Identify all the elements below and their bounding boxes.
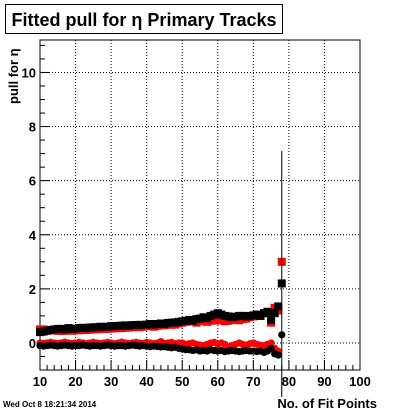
y-tick-label: 6: [29, 174, 36, 189]
y-tick-label: 4: [29, 228, 37, 243]
x-tick-label: 50: [175, 374, 189, 389]
data-point-square: [263, 307, 272, 316]
x-tick-label: 60: [211, 374, 225, 389]
data-layer: [36, 150, 286, 398]
plot-frame: [39, 39, 361, 371]
data-point-square: [267, 315, 276, 324]
x-tick-label: 90: [317, 374, 331, 389]
timestamp: Wed Oct 8 18:21:34 2014: [3, 400, 97, 409]
x-tick-label: 80: [282, 374, 296, 389]
y-tick-label: 8: [29, 120, 36, 135]
y-axis-label: pull for η: [6, 48, 21, 104]
data-point-square: [274, 302, 283, 311]
data-point-circle: [267, 339, 275, 347]
x-axis-label: No. of Fit Points: [277, 396, 377, 411]
chart-title-box: Fitted pull for η Primary Tracks: [5, 4, 283, 34]
data-point-circle: [267, 344, 275, 352]
x-tick-label: 20: [68, 374, 82, 389]
data-point-square: [277, 279, 286, 288]
y-tick-label: 10: [22, 65, 36, 80]
x-tick-label: 30: [104, 374, 118, 389]
axis-layer: 10 20 30 40 50 60 70 80 90 100 0 2 4 6 8 10: [22, 44, 371, 389]
chart-title: Fitted pull for η Primary Tracks: [11, 10, 277, 30]
y-tick-label: 0: [29, 336, 36, 351]
x-tick-label: 70: [246, 374, 260, 389]
data-point-square: [270, 309, 279, 318]
y-tick-label: 2: [29, 282, 36, 297]
data-point-circle: [278, 331, 286, 339]
x-tick-label: 10: [33, 374, 47, 389]
series-3: [36, 331, 286, 359]
data-point-circle: [274, 351, 282, 359]
series-1: [36, 150, 286, 398]
x-tick-label: 40: [139, 374, 153, 389]
x-tick-label: 100: [349, 374, 371, 389]
